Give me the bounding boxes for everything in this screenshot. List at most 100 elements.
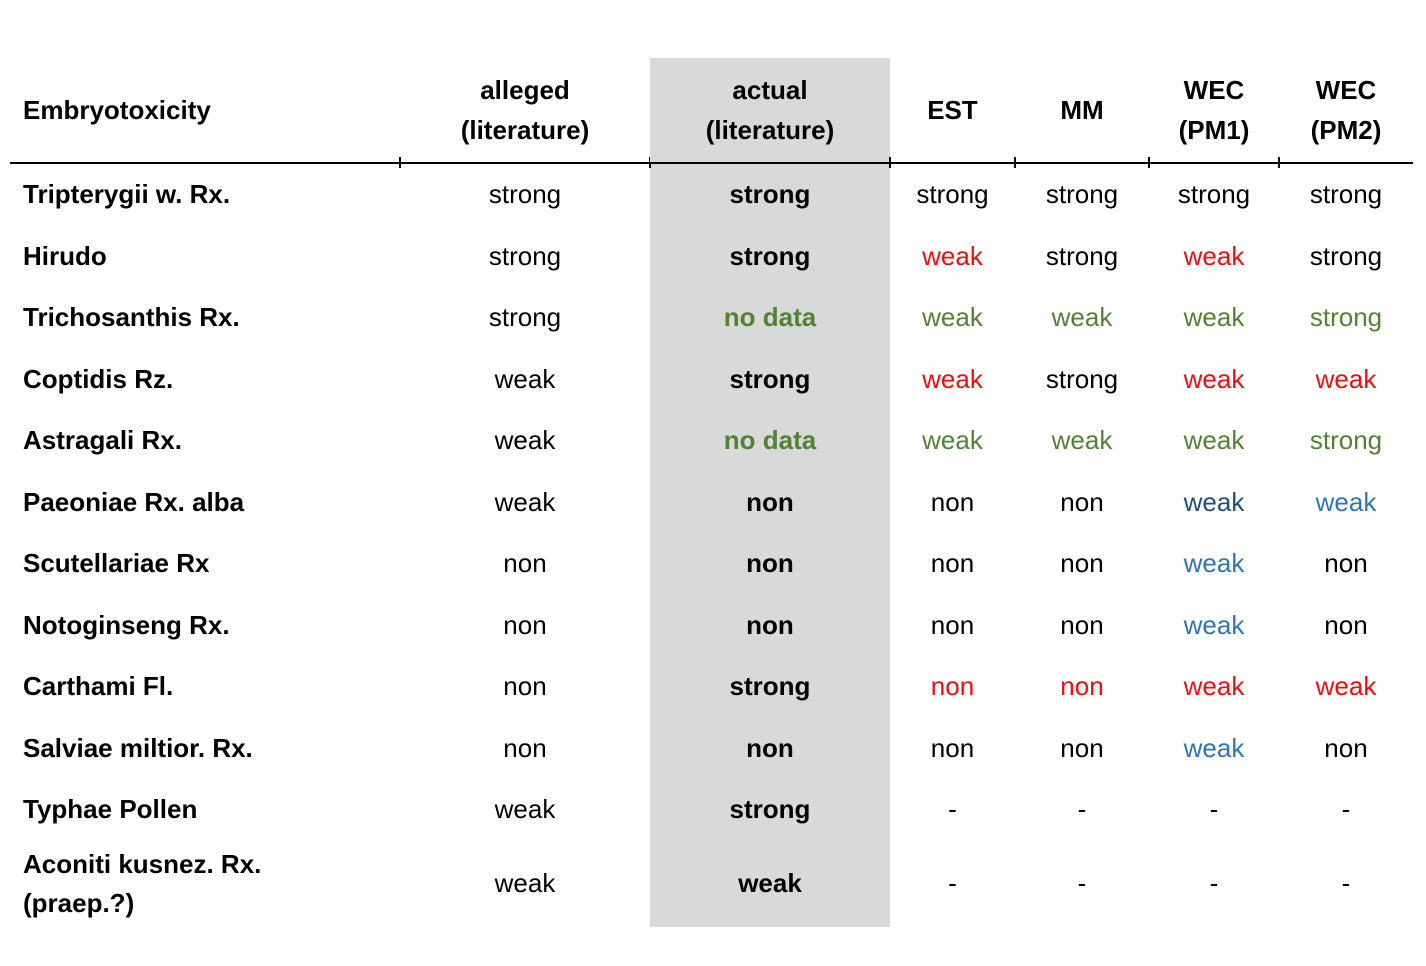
cell-mm: non: [1060, 609, 1104, 640]
cell-est: non: [930, 548, 975, 579]
table-row: Tripterygii w. Rx. strong strong strong stro…: [10, 163, 1413, 226]
row-label: Trichosanthis Rx.: [23, 302, 240, 333]
header-mm: MM: [1015, 58, 1150, 168]
cell-alleged: weak: [494, 794, 556, 825]
table-row: Notoginseng Rx. non non non non weak non: [10, 594, 1413, 656]
cell-mm: weak: [1051, 425, 1113, 456]
cell-alleged: weak: [494, 425, 556, 456]
cell-mm: strong: [1045, 179, 1119, 210]
cell-wec-pm1: weak: [1183, 486, 1245, 517]
cell-wec-pm1: weak: [1183, 732, 1245, 763]
table-row: Paeoniae Rx. alba weak non non non weak weak: [10, 471, 1413, 533]
cell-alleged: non: [503, 609, 547, 640]
table-row: Carthami Fl. non strong non non weak weak: [10, 656, 1413, 718]
cell-wec-pm1: -: [1209, 868, 1219, 898]
cell-alleged: strong: [488, 240, 562, 271]
cell-alleged: strong: [488, 302, 562, 333]
cell-actual: strong: [650, 656, 890, 718]
cell-wec-pm2: strong: [1309, 179, 1383, 210]
cell-alleged: weak: [494, 868, 556, 898]
cell-wec-pm2: -: [1341, 794, 1351, 825]
cell-alleged: weak: [494, 486, 556, 517]
cell-wec-pm1: weak: [1183, 425, 1245, 456]
cell-alleged: non: [503, 671, 547, 702]
cell-est: non: [930, 671, 975, 702]
cell-est: non: [930, 732, 975, 763]
row-label: Carthami Fl.: [23, 671, 174, 702]
row-label: Salviae miltior. Rx.: [23, 732, 253, 763]
cell-actual: strong: [650, 348, 890, 410]
cell-wec-pm2: weak: [1315, 486, 1377, 517]
cell-alleged: weak: [494, 363, 556, 394]
row-label: Paeoniae Rx. alba: [23, 486, 245, 517]
cell-mm: -: [1077, 794, 1087, 825]
cell-actual: non: [650, 533, 890, 595]
cell-wec-pm2: weak: [1315, 363, 1377, 394]
cell-wec-pm1: weak: [1183, 548, 1245, 579]
cell-wec-pm1: weak: [1183, 671, 1245, 702]
cell-est: -: [948, 868, 957, 898]
cell-wec-pm2: non: [1324, 609, 1368, 640]
cell-actual: non: [650, 594, 890, 656]
row-label: Aconiti kusnez. Rx. (praep.?): [23, 848, 262, 918]
cell-actual: strong: [650, 225, 890, 287]
cell-wec-pm2: weak: [1315, 671, 1377, 702]
cell-est: weak: [922, 425, 983, 456]
cell-est: weak: [922, 240, 983, 271]
cell-mm: non: [1060, 486, 1104, 517]
cell-wec-pm1: strong: [1177, 179, 1251, 210]
cell-actual: strong: [650, 779, 890, 841]
cell-alleged: non: [503, 548, 547, 579]
table-row: Scutellariae Rx non non non non weak non: [10, 533, 1413, 595]
cell-wec-pm2: non: [1324, 548, 1368, 579]
cell-mm: strong: [1045, 363, 1119, 394]
cell-actual: non: [650, 471, 890, 533]
cell-wec-pm2: -: [1341, 868, 1351, 898]
cell-wec-pm1: weak: [1183, 240, 1245, 271]
table-row: Salviae miltior. Rx. non non non non weak non: [10, 717, 1413, 779]
cell-mm: weak: [1051, 302, 1113, 333]
table-body: Tripterygii w. Rx. strong strong strong stro…: [10, 163, 1413, 927]
row-label: Hirudo: [23, 240, 107, 271]
cell-wec-pm2: strong: [1309, 302, 1383, 333]
cell-wec-pm1: weak: [1183, 609, 1245, 640]
cell-wec-pm2: non: [1324, 732, 1368, 763]
embryotoxicity-table: Embryotoxicity alleged (literature) actu…: [10, 58, 1413, 927]
cell-actual: non: [650, 717, 890, 779]
header-alleged-literature: alleged (literature): [400, 58, 651, 168]
row-label: Astragali Rx.: [23, 425, 182, 456]
cell-alleged: non: [503, 732, 547, 763]
table-row: Astragali Rx. weak no data weak weak weak stro…: [10, 410, 1413, 472]
header-embryotoxicity: Embryotoxicity: [10, 58, 401, 168]
table-row: Hirudo strong strong weak strong weak strong: [10, 225, 1413, 287]
cell-mm: non: [1060, 732, 1104, 763]
table-row: Trichosanthis Rx. strong no data weak weak we…: [10, 287, 1413, 349]
table-row: Aconiti kusnez. Rx. (praep.?) weak weak - - -…: [10, 840, 1413, 927]
table-row: Typhae Pollen weak strong - - - -: [10, 779, 1413, 841]
cell-wec-pm2: strong: [1309, 240, 1383, 271]
cell-alleged: strong: [488, 179, 562, 210]
header-actual-literature: actual (literature): [650, 58, 891, 168]
header-wec-pm2: WEC (PM2): [1279, 58, 1413, 164]
cell-est: non: [930, 486, 975, 517]
cell-est: strong: [916, 179, 989, 210]
header-est: EST: [890, 58, 1016, 168]
cell-wec-pm1: weak: [1183, 302, 1245, 333]
cell-mm: non: [1060, 671, 1104, 702]
row-label: Scutellariae Rx: [23, 548, 210, 579]
cell-mm: strong: [1045, 240, 1119, 271]
row-label: Notoginseng Rx.: [23, 609, 230, 640]
row-label: Tripterygii w. Rx.: [23, 179, 231, 210]
cell-est: -: [948, 794, 957, 825]
cell-est: non: [930, 609, 975, 640]
cell-actual: strong: [650, 163, 890, 226]
cell-actual: no data: [650, 287, 890, 349]
header-row: Embryotoxicity alleged (literature) actu…: [10, 58, 1413, 168]
header-wec-pm1: WEC (PM1): [1149, 58, 1280, 168]
cell-mm: -: [1077, 868, 1087, 898]
cell-est: weak: [922, 363, 983, 394]
cell-wec-pm2: strong: [1309, 425, 1383, 456]
cell-wec-pm1: -: [1209, 794, 1219, 825]
cell-wec-pm1: weak: [1183, 363, 1245, 394]
